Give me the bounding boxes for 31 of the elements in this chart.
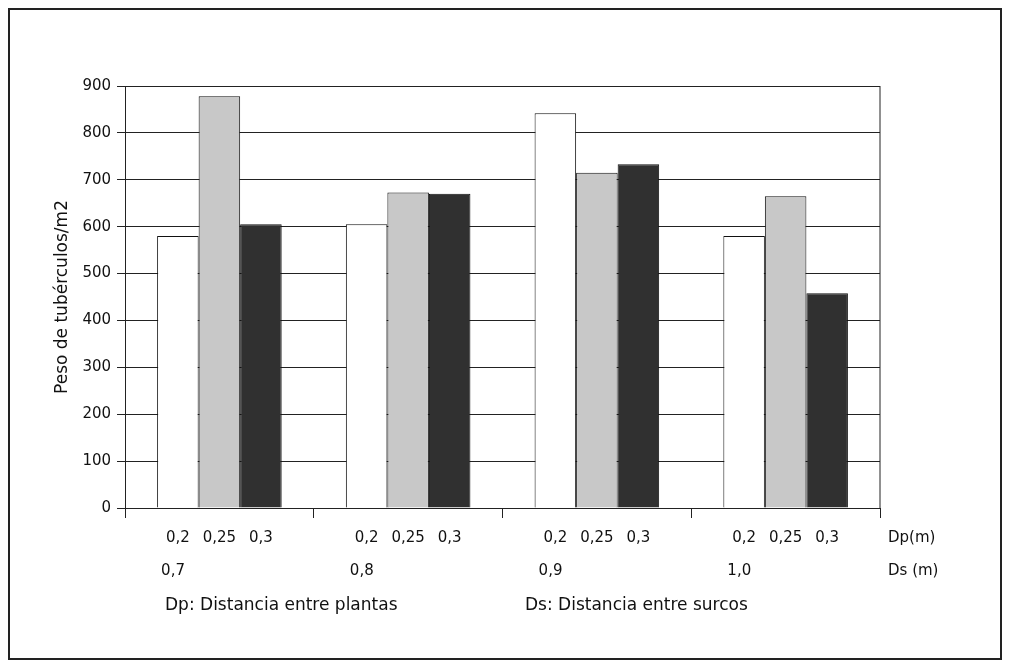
y-axis-title: Peso de tubérculos/m2 [50,200,71,394]
text: 0,2 [354,527,379,546]
text: 0,25 [768,527,803,546]
y-tick-label: 200 [82,404,112,423]
text: 0,3 [626,527,651,546]
series-label: 0,25 [202,527,237,546]
text: Dp: Distancia entre plantas [165,594,398,615]
y-tick-label: 900 [82,75,112,94]
y-tick-label: 300 [82,357,112,376]
y-tick-label: 500 [82,263,112,282]
x-axis-title: Ds (m) [888,560,939,579]
y-tick-label: 100 [82,451,112,469]
y-tick-label: 800 [82,122,112,141]
legend-title: Dp(m) [888,527,936,546]
text: 0,25 [580,527,614,546]
y-tick-label: 400 [82,310,112,329]
x-tick-label: 0,8 [349,560,374,579]
text: 0,3 [815,527,840,546]
text: 0,2 [732,527,757,546]
y-tick-label: 600 [82,216,112,235]
text: Ds: Distancia entre surcos [525,594,748,615]
series-label: 0,3 [249,527,273,546]
text: 0,25 [391,527,425,546]
y-tick-label: 0 [101,497,112,516]
y-tick-label: 700 [82,169,112,188]
series-label: 0,2 [165,527,190,546]
x-tick-label: 0,7 [161,560,185,579]
text: 0,3 [437,527,462,546]
text: 0,2 [543,527,568,546]
x-tick-label: 0,9 [538,560,563,579]
x-tick-label: 1,0 [727,560,752,579]
